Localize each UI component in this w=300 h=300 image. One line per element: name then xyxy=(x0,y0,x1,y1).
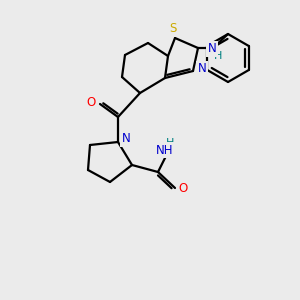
Text: H: H xyxy=(214,51,222,61)
Text: S: S xyxy=(169,22,177,35)
Text: N: N xyxy=(198,62,206,76)
Text: NH: NH xyxy=(156,143,174,157)
Text: O: O xyxy=(86,95,96,109)
Text: H: H xyxy=(166,138,174,148)
Text: N: N xyxy=(122,133,130,146)
Text: N: N xyxy=(208,43,216,56)
Text: O: O xyxy=(178,182,188,196)
